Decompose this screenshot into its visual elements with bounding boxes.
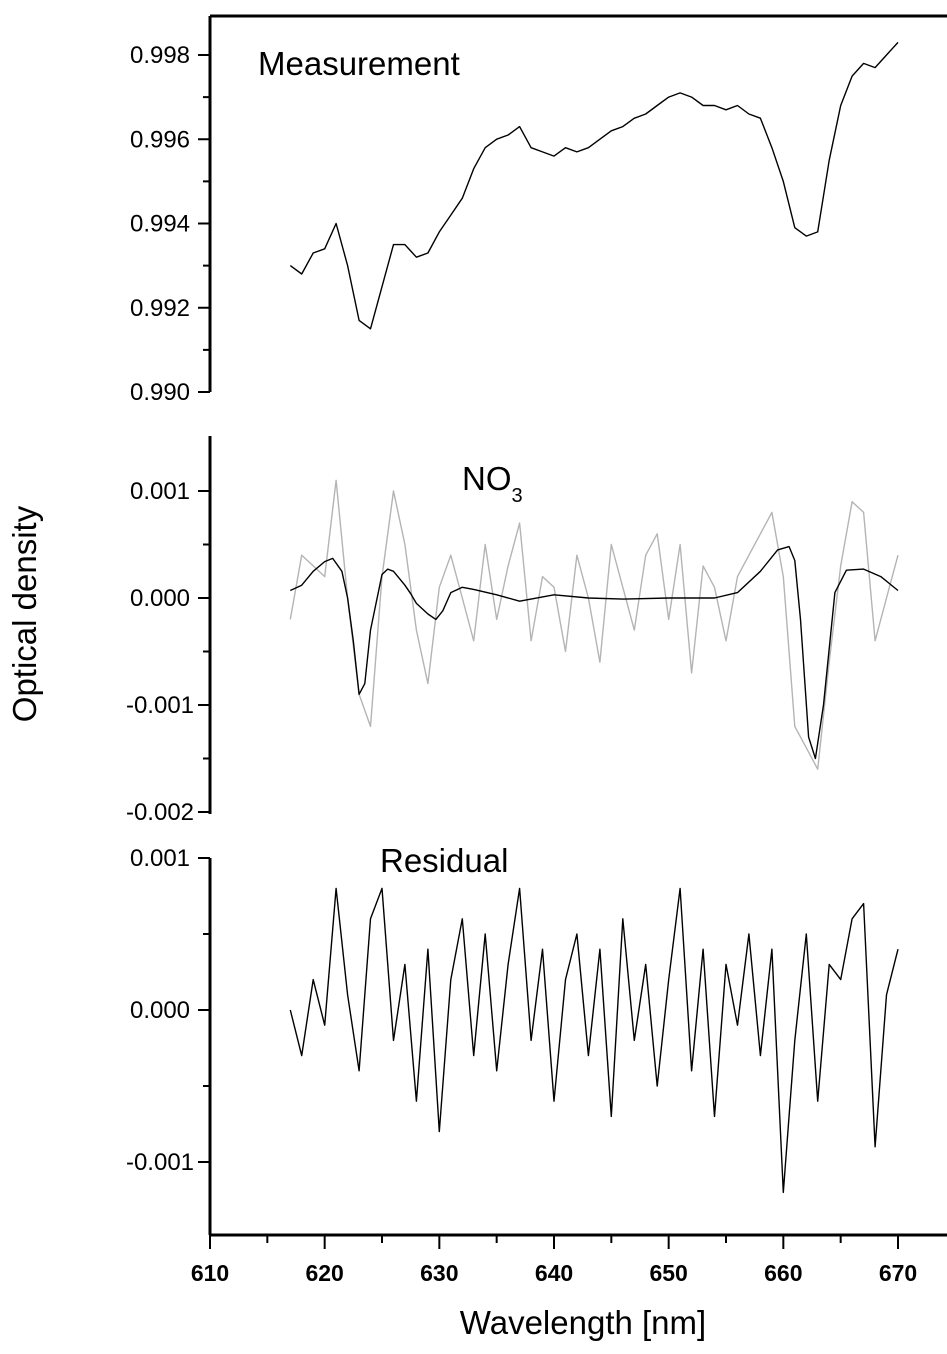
x-tick-label: 640 [535, 1260, 573, 1286]
series-layer [289, 41, 899, 1194]
y-tick-label-panel-3: 0.001 [130, 845, 190, 872]
x-tick-label: 670 [879, 1260, 917, 1286]
y-tick-label-panel-1: 0.992 [130, 295, 190, 322]
x-tick-label: 660 [764, 1260, 802, 1286]
panel-title-no3: NO3 [462, 460, 523, 507]
x-tick-label: 620 [305, 1260, 343, 1286]
y-tick-label-panel-1: 0.990 [130, 379, 190, 406]
series-line-panel-2-2 [290, 545, 899, 760]
y-tick-label-panel-1: 0.996 [130, 126, 190, 153]
y-tick-label-panel-2: 0.000 [130, 585, 190, 612]
y-tick-label-panel-3: -0.001 [126, 1149, 194, 1176]
ticks-layer: 0.990 0.992 0.994 0.996 0.998 -0.002 -0.001 0.0… [126, 42, 917, 1286]
panel-title-measurement: Measurement [258, 45, 460, 82]
x-tick-label: 630 [420, 1260, 458, 1286]
series-line-panel-1-1 [289, 41, 899, 330]
x-tick-label: 650 [649, 1260, 687, 1286]
panel-title-no3-main: NO [462, 460, 512, 497]
y-axis-title: Optical density [6, 505, 43, 722]
y-tick-label-panel-2: -0.001 [126, 692, 194, 719]
x-tick-label: 610 [191, 1260, 229, 1286]
y-tick-label-panel-1: 0.994 [130, 211, 190, 238]
x-axis-title: Wavelength [nm] [460, 1304, 706, 1341]
y-tick-label-panel-2: 0.001 [130, 478, 190, 505]
panel-title-residual: Residual [380, 842, 508, 879]
panel-title-no3-subscript: 3 [512, 485, 523, 507]
y-tick-label-panel-3: 0.000 [130, 997, 190, 1024]
y-tick-label-panel-2: -0.002 [126, 799, 194, 826]
series-line-panel-2-1 [289, 479, 899, 770]
y-tick-label-panel-1: 0.998 [130, 42, 190, 69]
series-line-panel-3-1 [289, 887, 899, 1194]
